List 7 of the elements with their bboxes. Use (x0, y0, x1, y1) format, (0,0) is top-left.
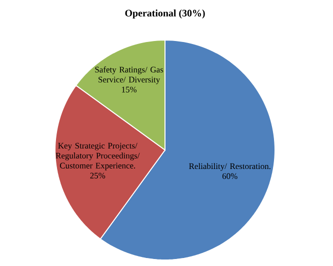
chart-title: Operational (30%) (125, 9, 205, 19)
slice-label: Safety Ratings/ Gas Service/ Diversity (95, 66, 164, 84)
data-label: 60% (222, 173, 238, 180)
data-label: 25% (90, 172, 106, 178)
data-label: 15% (122, 86, 137, 92)
slice-label: Key Strategic Projects/ Regulatory Proceedings/ Customer Experience. (56, 142, 140, 170)
slice-label: Reliability/ Restoration. (189, 163, 270, 171)
